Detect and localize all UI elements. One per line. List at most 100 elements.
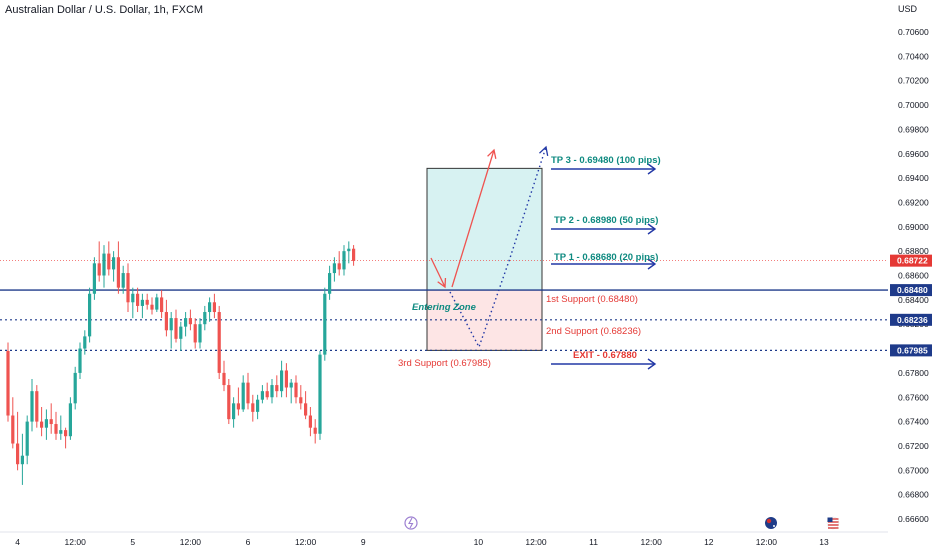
candle-body bbox=[155, 297, 159, 310]
candle-body bbox=[208, 302, 212, 313]
alternate-path-head bbox=[539, 145, 549, 156]
candle-body bbox=[169, 318, 173, 331]
candle-body bbox=[179, 326, 183, 339]
australia-flag-icon-star bbox=[773, 525, 775, 527]
tp3-label: TP 3 - 0.69480 (100 pips) bbox=[551, 155, 661, 166]
price-axis[interactable]: 0.70600 0.70400 0.70200 0.70000 0.69800 0.696… bbox=[890, 27, 932, 524]
candle-body bbox=[212, 302, 216, 313]
candle-body bbox=[150, 304, 154, 310]
drop-arrow bbox=[430, 257, 446, 288]
time-tick-label: 11 bbox=[589, 537, 598, 547]
candle-body bbox=[323, 293, 327, 355]
candle-body bbox=[284, 370, 288, 388]
support2-label: 2nd Support (0.68236) bbox=[546, 326, 641, 337]
price-tick-label: 0.70000 bbox=[898, 100, 929, 110]
price-tick-label: 0.68400 bbox=[898, 295, 929, 305]
price-tick-label: 0.68600 bbox=[898, 271, 929, 281]
candle-body bbox=[251, 403, 255, 412]
candle-body bbox=[83, 336, 87, 349]
candle-body bbox=[188, 318, 192, 325]
candle-body bbox=[332, 263, 336, 274]
price-tick-label: 0.69800 bbox=[898, 124, 929, 134]
exit-label: EXIT - 0.67880 bbox=[573, 350, 637, 361]
candle-body bbox=[107, 253, 111, 270]
time-tick-label: 12 bbox=[704, 537, 714, 547]
time-tick-label: 13 bbox=[819, 537, 829, 547]
candle-body bbox=[116, 257, 120, 288]
price-tick-label: 0.69000 bbox=[898, 222, 929, 232]
candle-body bbox=[16, 443, 20, 465]
candle-body bbox=[299, 397, 303, 404]
candle-body bbox=[11, 415, 15, 444]
projection-arrows bbox=[430, 145, 657, 370]
price-tick-label: 0.67400 bbox=[898, 417, 929, 427]
candle-body bbox=[241, 382, 245, 410]
candle-body bbox=[88, 293, 92, 337]
tp1-arrow-head bbox=[647, 258, 657, 270]
candle-body bbox=[40, 421, 44, 428]
time-tick-label: 12:00 bbox=[641, 537, 663, 547]
entering-zone-label: Entering Zone bbox=[412, 302, 477, 313]
price-tick-label: 0.67000 bbox=[898, 465, 929, 475]
event-icons bbox=[404, 516, 840, 530]
candle-body bbox=[131, 293, 135, 303]
candle-body bbox=[304, 403, 308, 416]
candle-body bbox=[184, 318, 188, 327]
trade-box bbox=[426, 167, 543, 351]
candle-body bbox=[92, 263, 96, 294]
candle-body bbox=[232, 403, 236, 420]
stop-zone bbox=[427, 290, 542, 351]
time-axis[interactable]: 4 12:00 5 12:00 6 12:00 9 10 12:00 11 12:00 12 12:00… bbox=[0, 531, 888, 547]
candle-body bbox=[217, 312, 221, 373]
price-tick-label: 0.68800 bbox=[898, 246, 929, 256]
australia-flag-icon bbox=[765, 517, 777, 529]
candle-body bbox=[347, 248, 351, 252]
candle-body bbox=[328, 273, 332, 294]
candle-body bbox=[289, 382, 293, 388]
candle-body bbox=[25, 421, 29, 456]
lightning-icon-bolt bbox=[408, 517, 414, 529]
level-price-tag bbox=[890, 344, 932, 357]
usa-flag-icon-canton bbox=[827, 517, 833, 522]
candle-body bbox=[112, 257, 116, 270]
candle-body bbox=[64, 430, 68, 437]
candle-body bbox=[265, 391, 269, 398]
candle-body bbox=[30, 391, 34, 422]
price-tick-label: 0.67600 bbox=[898, 392, 929, 402]
candle-body bbox=[35, 391, 39, 422]
candle-body bbox=[198, 324, 202, 343]
trade-box-outline bbox=[426, 167, 543, 351]
candle-body bbox=[260, 391, 264, 400]
current-price-tag-label: 0.68722 bbox=[897, 256, 928, 266]
support-levels bbox=[0, 260, 888, 351]
level-price-tag bbox=[890, 284, 932, 297]
time-tick-label: 4 bbox=[15, 537, 20, 547]
candle-body bbox=[136, 293, 140, 306]
price-tick-label: 0.67200 bbox=[898, 441, 929, 451]
price-tick-label: 0.66800 bbox=[898, 490, 929, 500]
level-price-tag bbox=[890, 313, 932, 326]
rise-arrow-head bbox=[487, 148, 497, 159]
candle-body bbox=[342, 251, 346, 270]
candle-body bbox=[308, 415, 312, 428]
candle-body bbox=[203, 312, 207, 325]
time-tick-label: 9 bbox=[361, 537, 366, 547]
time-tick-label: 12:00 bbox=[180, 537, 202, 547]
candle-body bbox=[145, 299, 149, 305]
support1-label: 1st Support (0.68480) bbox=[546, 294, 638, 305]
candle-body bbox=[20, 455, 24, 465]
level-price-tag-label: 0.67985 bbox=[897, 345, 928, 355]
currency-label: USD bbox=[898, 4, 918, 14]
candle-body bbox=[337, 263, 341, 270]
candle-body bbox=[160, 297, 164, 313]
candle-body bbox=[222, 372, 226, 386]
australia-flag-icon-cross bbox=[766, 518, 772, 524]
alternate-path bbox=[449, 146, 547, 349]
candle-body bbox=[126, 273, 130, 303]
annotation-labels: TP 3 - 0.69480 (100 pips) TP 2 - 0.68980 … bbox=[398, 155, 661, 369]
candle-body bbox=[73, 372, 77, 404]
candle-body bbox=[270, 385, 274, 398]
price-tick-label: 0.69400 bbox=[898, 173, 929, 183]
